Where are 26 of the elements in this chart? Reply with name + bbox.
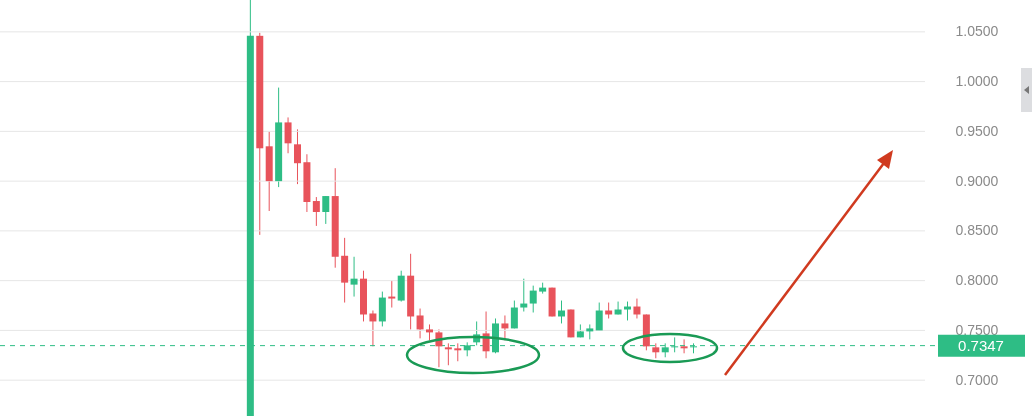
candlestick — [378, 291, 386, 327]
candlestick — [529, 285, 537, 313]
candlestick — [595, 302, 603, 331]
candlestick — [312, 196, 320, 227]
y-tick-label: 0.7000 — [955, 371, 999, 388]
y-tick-label: 0.8000 — [955, 272, 999, 289]
y-tick-label: 0.9000 — [955, 172, 999, 189]
ref-line-label: 0.7347 — [958, 336, 1004, 354]
y-tick-label: 0.7500 — [955, 321, 999, 338]
candlestick — [322, 195, 330, 225]
candlestick — [350, 256, 358, 298]
y-tick-label: 1.0000 — [955, 73, 999, 90]
candlestick — [680, 338, 688, 354]
candlestick — [520, 278, 528, 312]
y-tick-label: 1.0500 — [955, 23, 999, 40]
candlestick — [284, 116, 292, 154]
candlestick — [388, 280, 396, 309]
y-tick-label: 0.8500 — [955, 222, 999, 239]
candlestick — [501, 314, 509, 341]
candlestick — [293, 128, 301, 185]
candlestick — [624, 301, 632, 321]
candlestick — [510, 300, 518, 329]
y-tick-label: 0.9500 — [955, 122, 999, 139]
candlestick — [369, 310, 377, 347]
candlestick — [416, 308, 424, 339]
candlestick — [444, 342, 452, 366]
